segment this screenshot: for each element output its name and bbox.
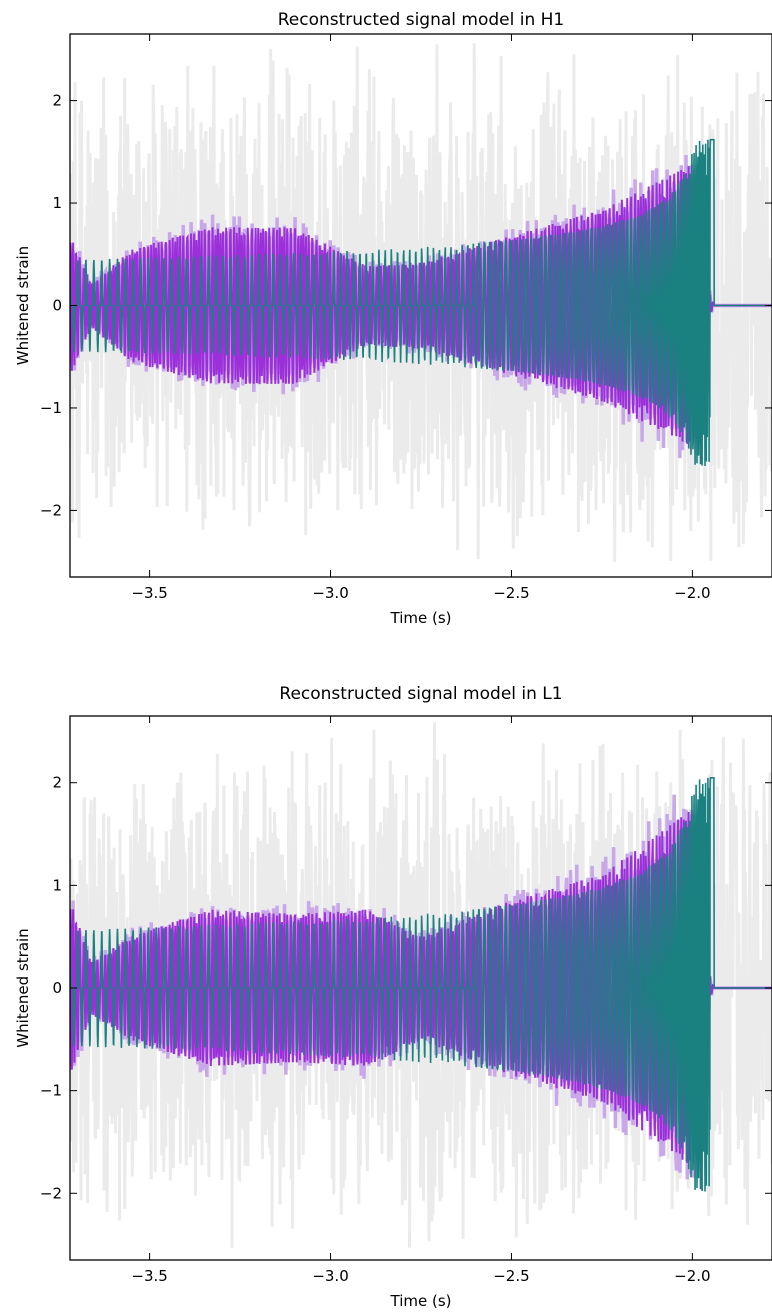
y-tick-label: −1	[40, 399, 62, 417]
chart-title: Reconstructed signal model in H1	[278, 10, 565, 30]
x-tick-label: −2.5	[493, 1267, 529, 1285]
x-tick-label: −3.5	[131, 1267, 167, 1285]
y-tick-label: −2	[40, 501, 62, 519]
whitened-data-series	[70, 43, 772, 562]
x-axis-label: Time (s)	[390, 1292, 452, 1310]
x-tick-label: −3.5	[131, 584, 167, 602]
plot-area	[70, 722, 772, 1248]
y-tick-label: −1	[40, 1082, 62, 1100]
y-tick-label: 1	[52, 194, 62, 212]
y-tick-label: −2	[40, 1184, 62, 1202]
x-tick-label: −3.0	[312, 1267, 348, 1285]
y-axis-label: Whitened strain	[14, 928, 32, 1047]
y-tick-label: 2	[52, 774, 62, 792]
x-tick-label: −3.0	[312, 584, 348, 602]
x-tick-label: −2.0	[674, 584, 710, 602]
y-tick-label: 1	[52, 876, 62, 894]
signal-model-series	[70, 138, 772, 467]
x-axis-label: Time (s)	[390, 609, 452, 627]
chart-h1: −3.5 −3.0 −2.5 −2.0 −2 −1 0 1 2 Reconstructed sig…	[14, 10, 772, 627]
chart-title: Reconstructed signal model in L1	[279, 684, 562, 704]
y-axis-label: Whitened strain	[14, 246, 32, 365]
signal-model-series	[70, 777, 772, 1192]
x-tick-label: −2.5	[493, 584, 529, 602]
y-tick-label: 0	[52, 297, 62, 315]
chart-l1: −3.5 −3.0 −2.5 −2.0 −2 −1 0 1 2 Reconstructed sig…	[14, 684, 772, 1310]
y-tick-label: 0	[52, 979, 62, 997]
x-tick-label: −2.0	[674, 1267, 710, 1285]
plot-area	[70, 43, 772, 562]
y-tick-label: 2	[52, 92, 62, 110]
